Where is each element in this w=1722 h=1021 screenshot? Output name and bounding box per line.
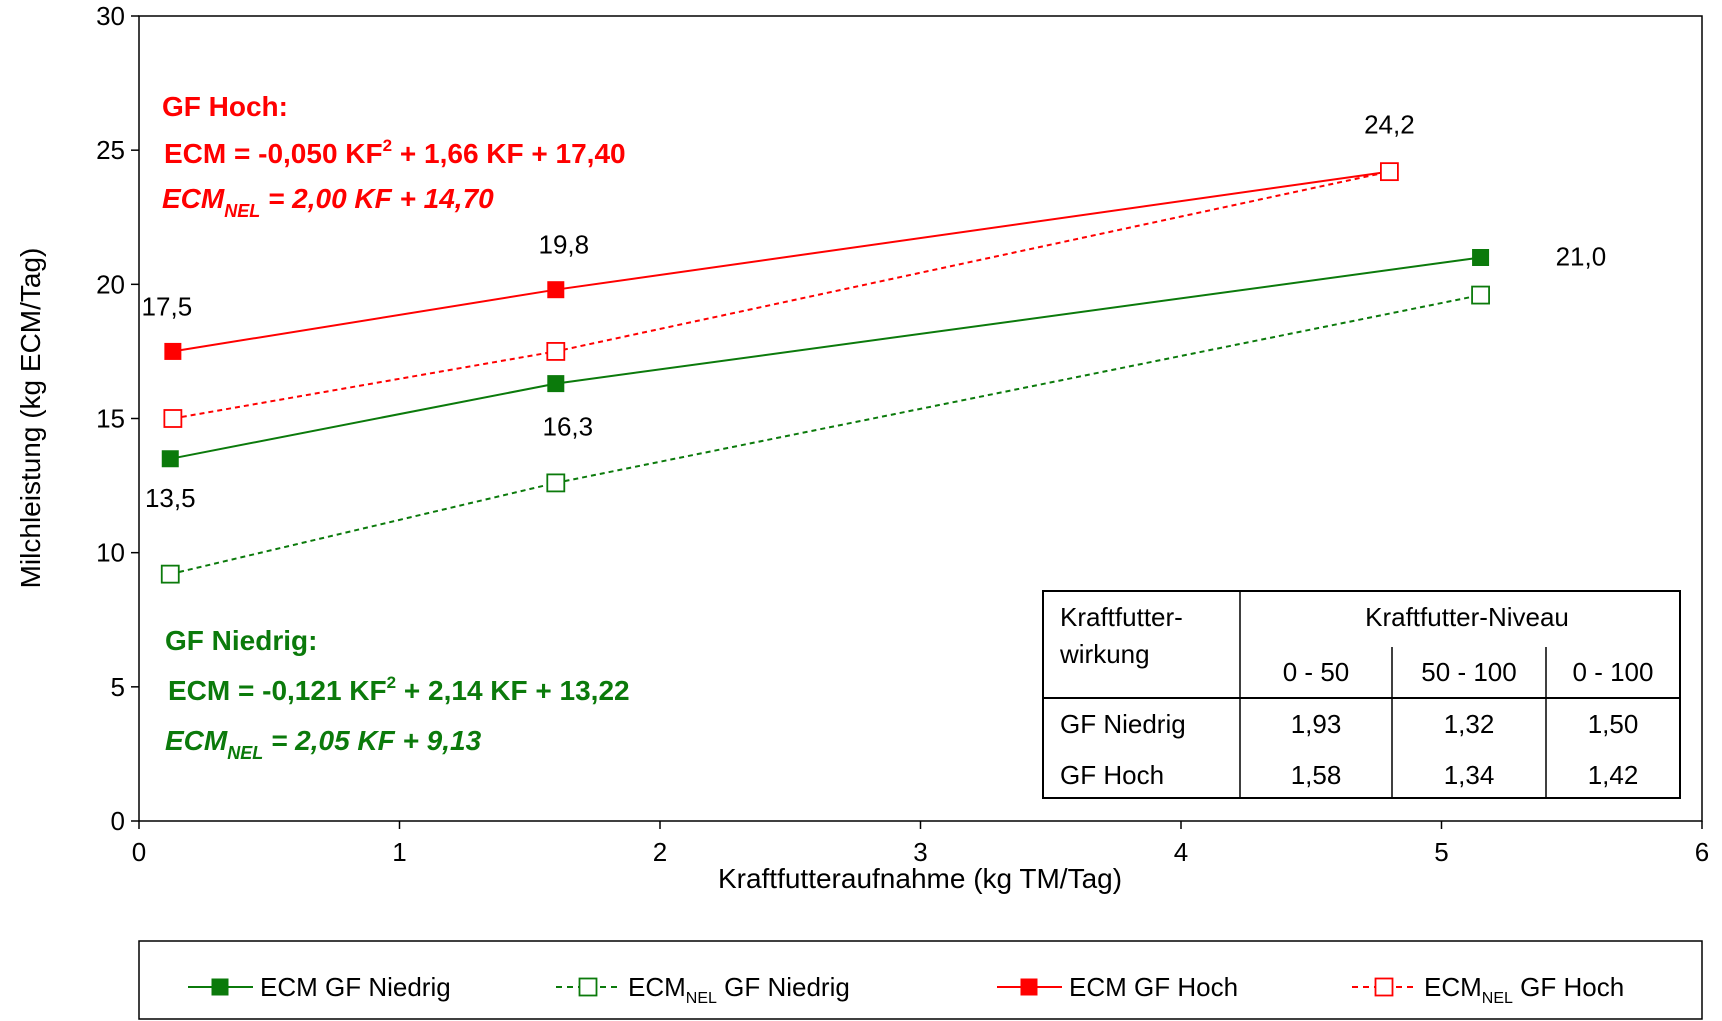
y-tick-label: 15	[96, 404, 125, 434]
x-tick-label: 4	[1174, 837, 1188, 867]
data-point	[164, 342, 182, 360]
axes: 0 1 2 3 4 5 6 0 5 10 15 20 25 30	[96, 1, 1709, 867]
y-tick-label: 25	[96, 135, 125, 165]
table-cell: 1,42	[1588, 760, 1639, 790]
table-header-left-1: Kraftfutter-	[1060, 602, 1183, 632]
x-tick-label: 5	[1434, 837, 1448, 867]
table-frame	[1042, 590, 1681, 799]
y-axis-title: Milchleistung (kg ECM/Tag)	[15, 248, 46, 589]
table-column-header: 0 - 100	[1573, 657, 1654, 687]
data-point	[547, 375, 565, 393]
data-label: 19,8	[538, 230, 589, 260]
data-point	[161, 450, 179, 468]
table-cell: 1,50	[1588, 709, 1639, 739]
niedrig-equation-ecm: ECM = -0,121 KF2 + 2,14 KF + 13,22	[168, 673, 630, 706]
data-point	[546, 342, 566, 361]
y-tick-label: 30	[96, 1, 125, 31]
series-layer: 13,5 16,3 21,0 17,5 19,8 24,2	[142, 110, 1607, 584]
x-tick-label: 3	[913, 837, 927, 867]
hoch-title: GF Hoch:	[162, 91, 288, 122]
legend-label: ECMNEL GF Niedrig	[628, 972, 850, 1007]
table-row-label: GF Hoch	[1060, 760, 1164, 790]
gf-niedrig-annotation: GF Niedrig: ECM = -0,121 KF2 + 2,14 KF +…	[165, 625, 630, 763]
legend-label: ECM GF Niedrig	[260, 972, 451, 1002]
legend-swatch-marker	[1020, 978, 1038, 996]
legend-item: ECM GF Hoch	[997, 972, 1238, 1002]
y-tick-label: 5	[111, 672, 125, 702]
data-point	[1472, 249, 1490, 266]
legend-frame	[138, 940, 1703, 1020]
data-label: 17,5	[142, 291, 193, 321]
y-tick-label: 10	[96, 538, 125, 568]
y-tick-label: 20	[96, 269, 125, 299]
series-0	[161, 249, 1490, 468]
legend: ECM GF Niedrig ECMNEL GF Niedrig ECM GF Ho…	[138, 940, 1703, 1020]
legend-items: ECM GF Niedrig ECMNEL GF Niedrig ECM GF Ho…	[188, 972, 1624, 1007]
data-label: 16,3	[542, 412, 593, 442]
y-tick-label: 0	[111, 806, 125, 836]
data-label: 24,2	[1364, 110, 1415, 140]
series-3	[163, 162, 1399, 428]
x-axis-title: Kraftfutteraufnahme (kg TM/Tag)	[718, 863, 1122, 894]
niedrig-equation-ecm-nel: ECMNEL = 2,05 KF + 9,13	[165, 725, 482, 763]
legend-item: ECMNEL GF Hoch	[1352, 972, 1624, 1007]
data-point	[547, 281, 565, 299]
legend-item: ECM GF Niedrig	[188, 972, 451, 1002]
data-point	[163, 409, 183, 428]
data-point	[1380, 162, 1399, 182]
hoch-equation-ecm: ECM = -0,050 KF2 + 1,66 KF + 17,40	[164, 136, 626, 169]
data-label: 13,5	[145, 483, 196, 513]
table-column-header: 0 - 50	[1283, 657, 1350, 687]
kraftfutter-table: Kraftfutter- wirkung Kraftfutter-Niveau …	[1042, 590, 1681, 799]
table-cell: 1,58	[1291, 760, 1342, 790]
data-point	[1471, 285, 1490, 305]
legend-swatch-marker	[1374, 977, 1394, 997]
data-point	[160, 564, 180, 584]
gf-hoch-annotation: GF Hoch: ECM = -0,050 KF2 + 1,66 KF + 17…	[162, 91, 626, 221]
table-column-header: 50 - 100	[1421, 657, 1516, 687]
series-1	[160, 285, 1490, 584]
legend-label: ECMNEL GF Hoch	[1424, 972, 1624, 1007]
legend-label: ECM GF Hoch	[1069, 972, 1238, 1002]
x-tick-label: 2	[653, 837, 667, 867]
x-tick-label: 0	[132, 837, 146, 867]
legend-item: ECMNEL GF Niedrig	[556, 972, 850, 1007]
legend-swatch-marker	[211, 978, 229, 996]
x-tick-label: 6	[1695, 837, 1709, 867]
table-header-group: Kraftfutter-Niveau	[1365, 602, 1569, 632]
table-cell: 1,34	[1444, 760, 1495, 790]
table-cell: 1,93	[1291, 709, 1342, 739]
table-row-label: GF Niedrig	[1060, 709, 1186, 739]
data-label: 21,0	[1556, 242, 1607, 272]
table-cell: 1,32	[1444, 709, 1495, 739]
data-point	[546, 473, 566, 493]
x-tick-label: 1	[392, 837, 406, 867]
table-header-left-2: wirkung	[1059, 639, 1150, 669]
niedrig-title: GF Niedrig:	[165, 625, 317, 656]
hoch-equation-ecm-nel: ECMNEL = 2,00 KF + 14,70	[162, 183, 494, 221]
legend-swatch-marker	[578, 977, 598, 997]
